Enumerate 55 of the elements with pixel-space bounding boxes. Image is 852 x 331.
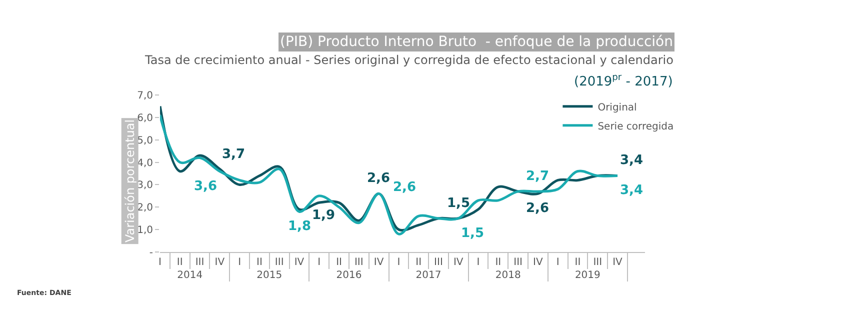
x-tick-label: I xyxy=(556,257,560,268)
x-tick-label: I xyxy=(158,257,162,268)
x-tick-label: IV xyxy=(294,257,304,268)
x-tick-label: I xyxy=(397,257,400,268)
x-tick-label: IV xyxy=(214,257,225,268)
x-tick-label: IV xyxy=(612,257,623,268)
x-tick-label: III xyxy=(514,257,522,268)
y-tick-label: - xyxy=(149,248,154,258)
text: 2016 xyxy=(336,270,362,281)
data-label: 3,7 xyxy=(222,147,246,162)
data-label: 3,6 xyxy=(194,179,218,194)
data-label: 2,6 xyxy=(393,180,416,195)
legend-label: Original xyxy=(598,102,637,114)
x-tick-label: III xyxy=(195,257,204,268)
text: 2018 xyxy=(495,270,521,281)
data-label: 2,7 xyxy=(526,169,550,184)
text: 2015 xyxy=(256,270,282,281)
y-axis-title: Variación porcentual xyxy=(122,119,137,243)
text: 2019 xyxy=(574,270,600,281)
data-label: 1,5 xyxy=(447,196,470,211)
x-tick-label: I xyxy=(318,257,321,268)
x-tick-label: III xyxy=(434,257,443,268)
x-tick-label: I xyxy=(238,257,242,268)
y-tick-label: 4,0 xyxy=(137,158,153,169)
x-tick-label: II xyxy=(574,257,581,268)
y-tick-label: 6,0 xyxy=(137,112,153,124)
x-tick-label: IV xyxy=(453,257,464,268)
y-tick-label: 5,0 xyxy=(137,135,153,146)
x-tick-label: II xyxy=(256,257,262,268)
x-tick-label: II xyxy=(176,257,183,268)
chart-subtitle: Tasa de crecimiento anual - Series original y corregida de efecto estacional y calendario (2019$^{pr}$ - 2017) xyxy=(144,53,674,90)
x-tick-label: II xyxy=(416,257,422,268)
chart-title: (PIB) Producto Interno Bruto - enfoque de la producción xyxy=(280,34,673,50)
x-tick-label: III xyxy=(354,257,364,268)
data-label: 3,4 xyxy=(620,183,644,198)
text: 2014 xyxy=(177,270,203,281)
data-label: 1,9 xyxy=(312,208,336,223)
x-tick-label: III xyxy=(274,257,284,268)
x-tick-label: II xyxy=(495,257,502,268)
legend-label: Serie corregida xyxy=(598,121,674,132)
x-tick-label: IV xyxy=(533,257,543,268)
data-label: 3,4 xyxy=(620,153,644,168)
y-tick-label: 2,0 xyxy=(137,202,153,214)
x-tick-label: I xyxy=(476,257,480,268)
data-label: 1,5 xyxy=(461,226,484,241)
x-tick-label: III xyxy=(593,257,602,268)
y-tick-label: 3,0 xyxy=(137,180,153,192)
data-label: 1,8 xyxy=(288,219,312,234)
x-tick-label: II xyxy=(336,257,342,268)
data-label: 2,6 xyxy=(526,201,550,216)
y-tick-label: 7,0 xyxy=(137,90,153,102)
data-label: 2,6 xyxy=(367,171,390,186)
y-tick-label: 1,0 xyxy=(137,225,153,236)
x-tick-label: IV xyxy=(374,257,384,268)
text: 2017 xyxy=(416,270,442,281)
